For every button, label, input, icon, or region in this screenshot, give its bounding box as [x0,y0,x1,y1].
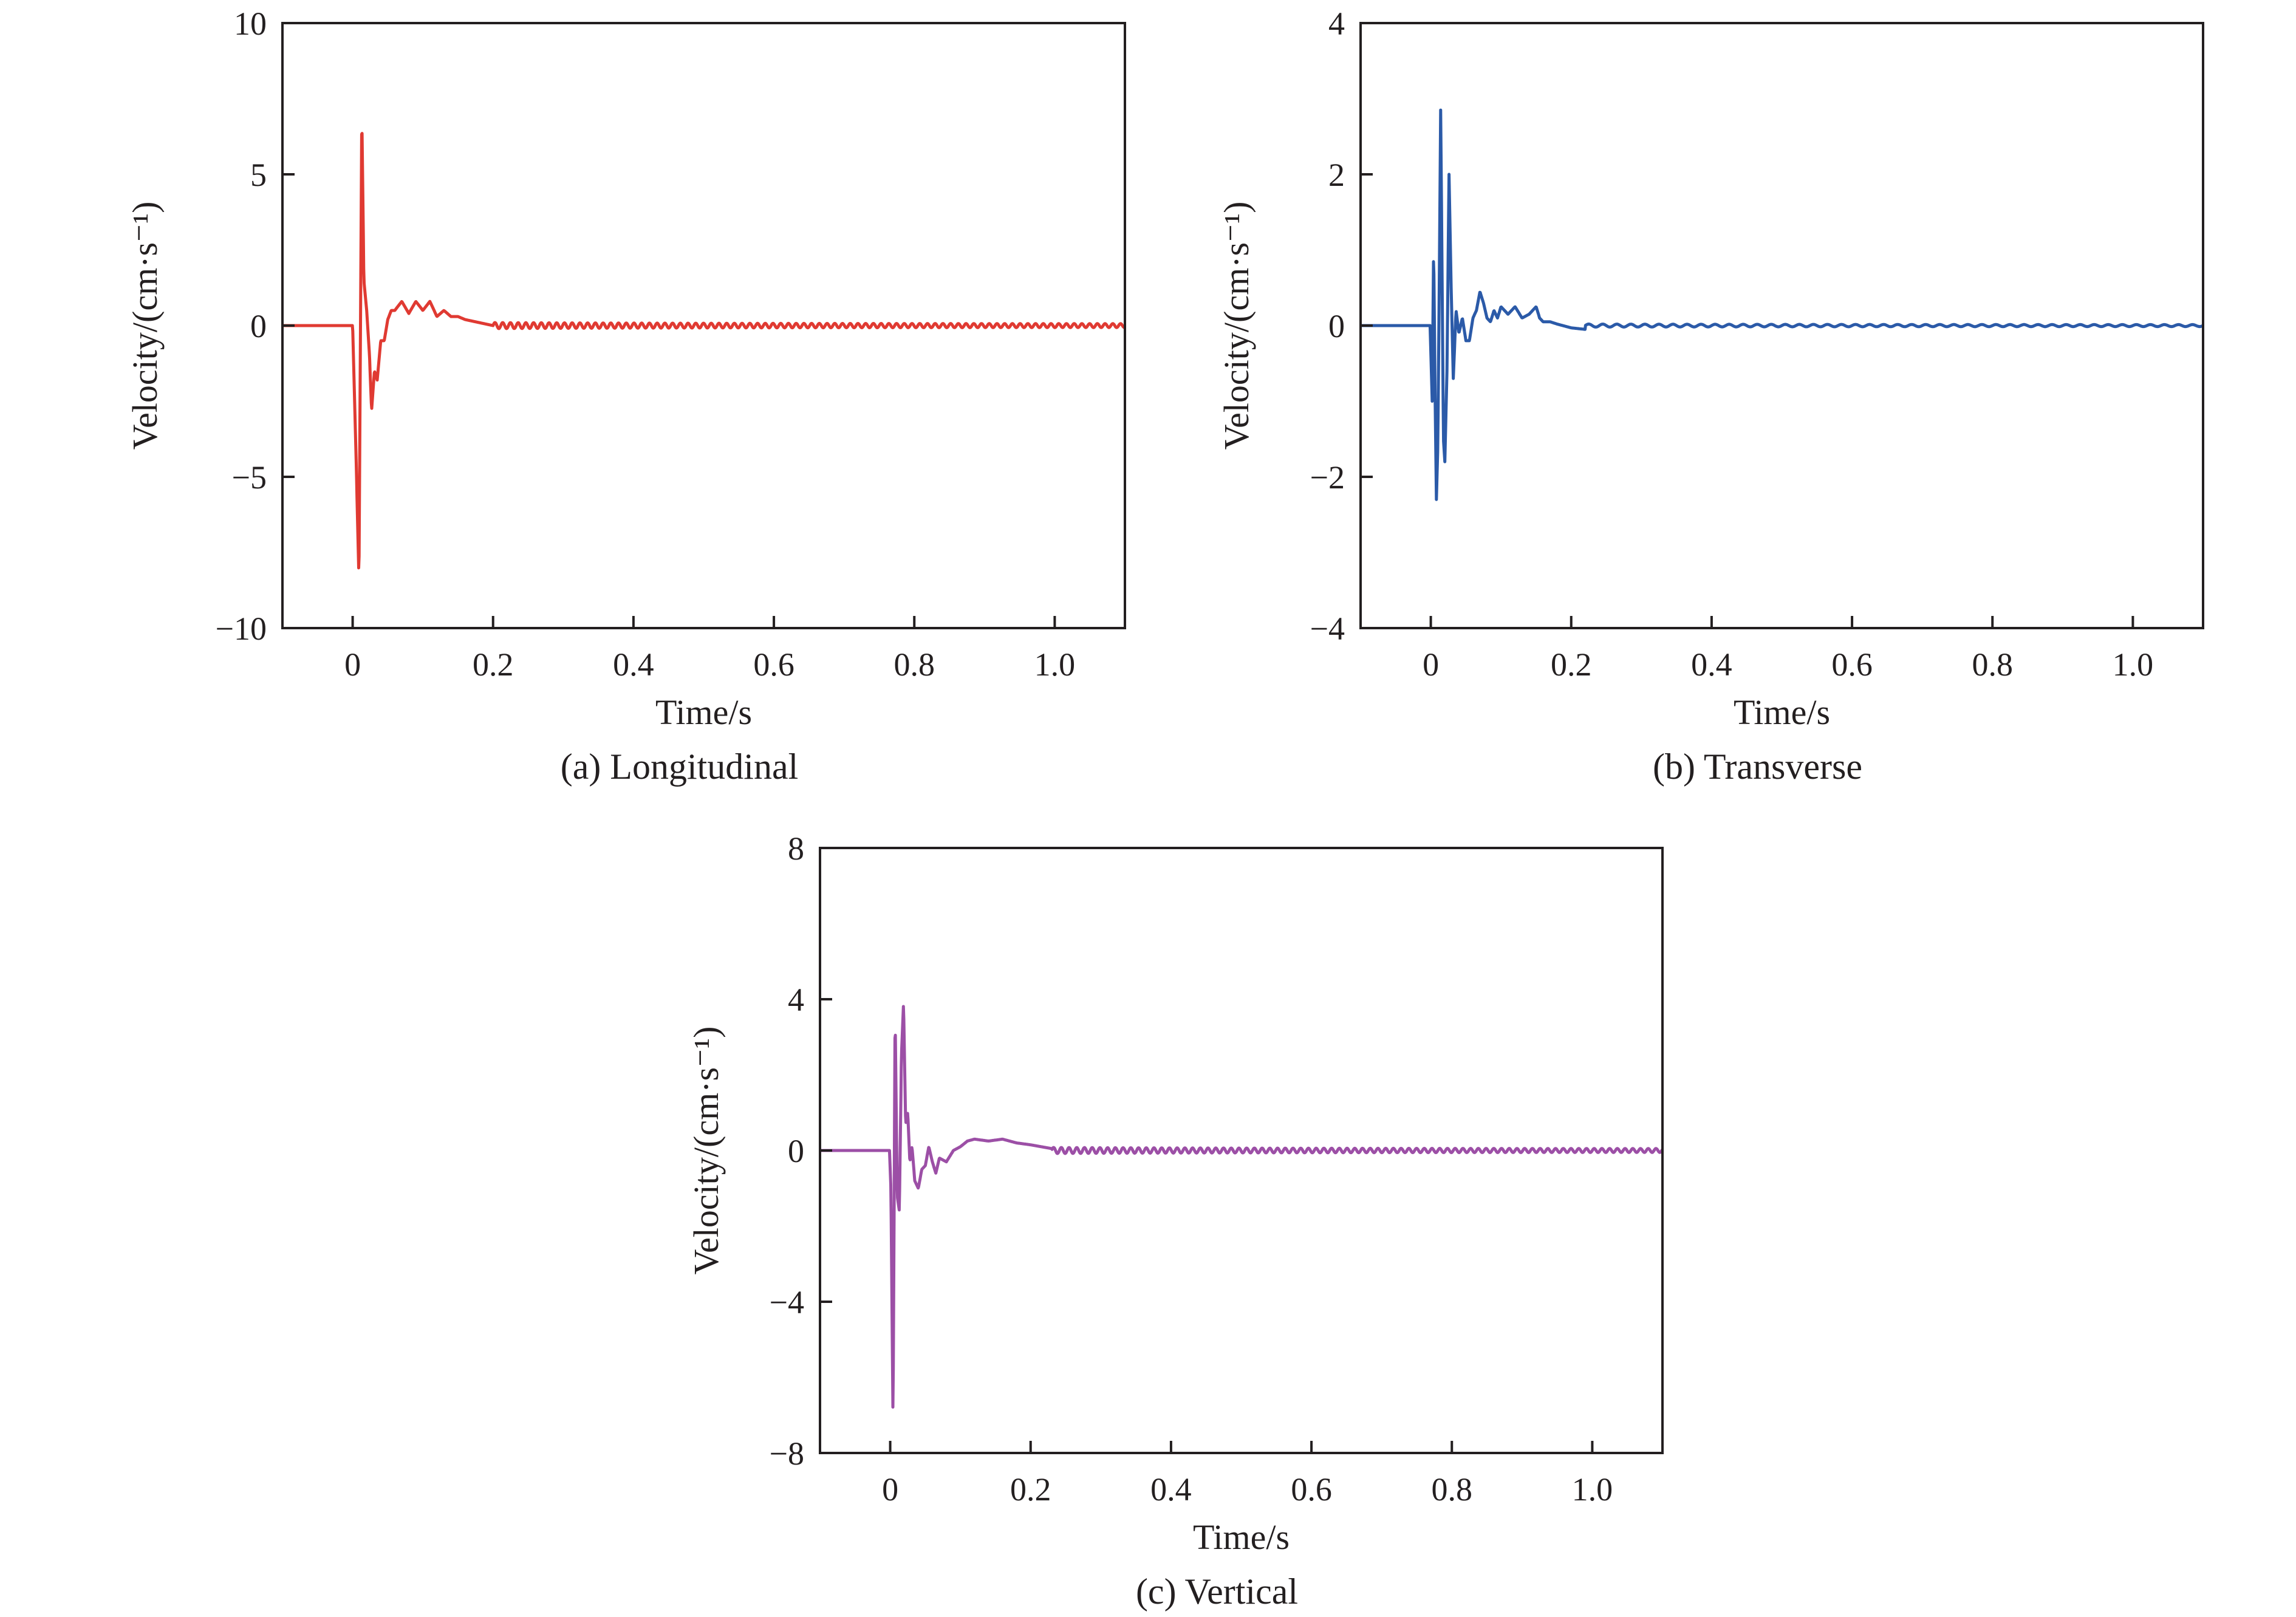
x-tick-label: 0 [344,646,361,683]
y-tick-label: −4 [1310,610,1345,647]
x-tick-label: 1.0 [1034,646,1076,683]
y-tick-label: 10 [234,5,267,42]
x-tick-label: 0 [1423,646,1439,683]
y-tick-label: −4 [770,1284,804,1321]
x-tick-label: 0.6 [1831,646,1873,683]
x-axis-label: Time/s [1193,1517,1290,1557]
y-tick-label: −8 [770,1435,804,1472]
x-tick-label: 1.0 [2113,646,2154,683]
x-tick-label: 0.6 [753,646,794,683]
y-tick-label: 4 [788,982,804,1018]
y-tick-label: 0 [250,308,267,344]
x-tick-label: 0.4 [1691,646,1732,683]
y-axis-label: Velocity/(cm·s⁻¹) [125,202,165,450]
x-tick-label: 0.4 [1150,1471,1192,1508]
y-tick-label: 2 [1328,157,1345,193]
x-tick-label: 0.2 [1010,1471,1051,1508]
y-tick-label: −2 [1310,459,1345,496]
y-tick-label: 5 [250,157,267,193]
series-line-0 [819,1005,1664,1409]
x-tick-label: 1.0 [1572,1471,1613,1508]
y-tick-label: 4 [1328,5,1345,42]
x-tick-label: 0.4 [613,646,654,683]
y-axis-label: Velocity/(cm·s⁻¹) [686,1027,726,1275]
panel-caption: (a) Longitudinal [561,747,799,787]
x-axis-label: Time/s [655,692,752,732]
y-tick-label: −10 [216,610,267,647]
chart-panel-2: 0 0.2 0.4 0.6 0.8 1.0 −8 −4 0 4 8 Time/s Velocity/(c… [686,830,1664,1612]
x-tick-label: 0 [882,1471,898,1508]
y-tick-label: 8 [788,830,804,867]
series-line-0 [281,132,1126,570]
y-tick-label: −5 [232,459,267,496]
x-tick-label: 0.8 [1972,646,2014,683]
chart-panels: 0 0.2 0.4 0.6 0.8 1.0 −10 −5 0 5 10 Time/s Velocity/… [125,5,2204,1612]
y-tick-label: 0 [788,1133,804,1169]
x-axis-label: Time/s [1734,692,1830,732]
chart-panel-1: 0 0.2 0.4 0.6 0.8 1.0 −4 −2 0 2 4 Time/s Velocity/(c… [1217,5,2204,787]
y-axis-label: Velocity/(cm·s⁻¹) [1217,202,1256,450]
x-tick-label: 0.2 [473,646,514,683]
x-tick-label: 0.8 [894,646,935,683]
chart-panel-0: 0 0.2 0.4 0.6 0.8 1.0 −10 −5 0 5 10 Time/s Velocity/… [125,5,1126,787]
y-tick-label: 0 [1328,308,1345,344]
panel-caption: (c) Vertical [1136,1571,1298,1612]
x-tick-label: 0.2 [1551,646,1592,683]
series-line-0 [1359,108,2204,501]
panel-caption: (b) Transverse [1653,747,1862,787]
x-tick-label: 0.8 [1432,1471,1473,1508]
x-tick-label: 0.6 [1291,1471,1332,1508]
